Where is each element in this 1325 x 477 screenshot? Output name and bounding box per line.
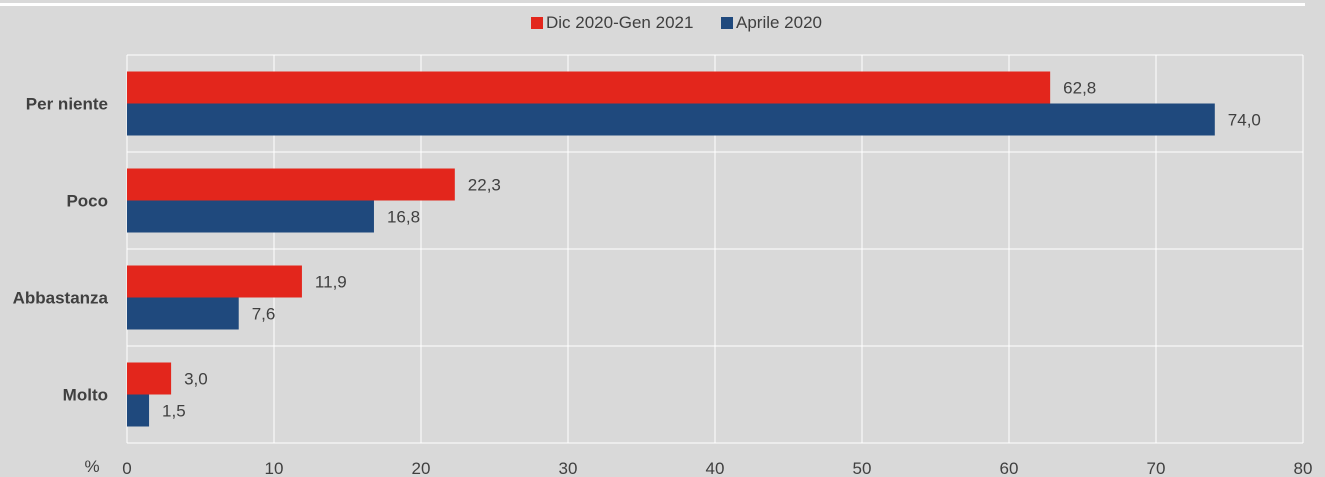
unit-label: % [84,457,99,476]
category-label-3: Molto [63,386,108,405]
x-tick-label-30: 30 [559,459,578,477]
legend-swatch-1 [721,17,733,29]
bar-2-0 [127,265,302,298]
bar-1-0 [127,168,455,201]
category-label-2: Abbastanza [13,289,109,308]
x-tick-label-70: 70 [1147,459,1166,477]
data-label-0-0: 62,8 [1063,79,1096,98]
x-tick-label-20: 20 [412,459,431,477]
x-tick-label-0: 0 [122,459,131,477]
data-label-3-0: 3,0 [184,370,208,389]
legend-label-0: Dic 2020-Gen 2021 [546,13,693,32]
bar-3-0 [127,362,172,395]
bar-0-1 [127,103,1215,136]
data-label-1-0: 22,3 [468,176,501,195]
x-tick-label-50: 50 [853,459,872,477]
top-rule [0,3,1305,6]
legend-label-1: Aprile 2020 [736,13,822,32]
data-label-3-1: 1,5 [162,402,186,421]
data-label-1-1: 16,8 [387,208,420,227]
x-tick-label-80: 80 [1294,459,1313,477]
bar-1-1 [127,200,374,233]
category-label-1: Poco [66,192,108,211]
x-tick-label-40: 40 [706,459,725,477]
data-label-0-1: 74,0 [1228,111,1261,130]
x-tick-label-10: 10 [265,459,284,477]
bar-2-1 [127,297,239,330]
legend-swatch-0 [531,17,543,29]
bar-3-1 [127,394,150,427]
x-tick-label-60: 60 [1000,459,1019,477]
category-label-0: Per niente [26,95,108,114]
data-label-2-1: 7,6 [252,305,276,324]
bar-0-0 [127,71,1051,104]
data-label-2-0: 11,9 [315,273,347,292]
